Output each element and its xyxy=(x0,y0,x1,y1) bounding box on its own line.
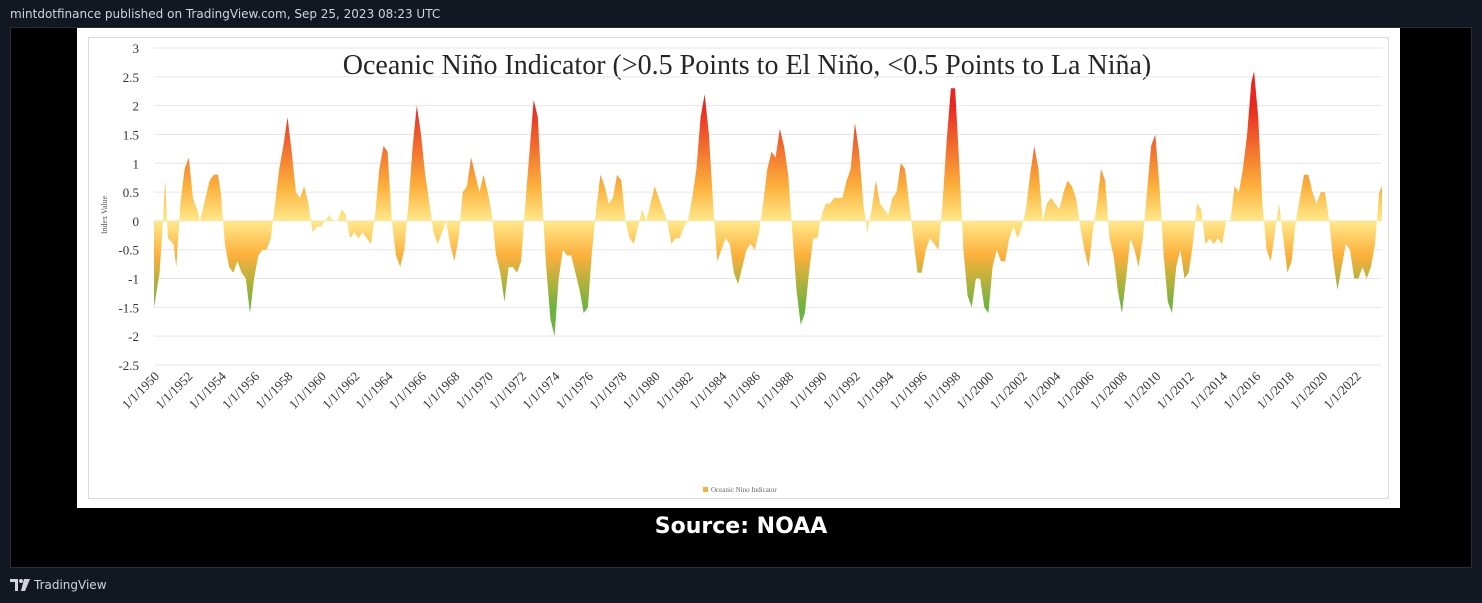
y-tick-label: 0 xyxy=(133,214,140,229)
y-tick-label: 1 xyxy=(133,156,140,171)
oni-chart: Oceanic Niño Indicator (>0.5 Points to E… xyxy=(100,41,1382,494)
series-area xyxy=(154,71,1382,337)
x-axis-ticks: 1/1/19501/1/19521/1/19541/1/19561/1/1958… xyxy=(119,368,1364,412)
legend: Oceanic Nino Indicator xyxy=(703,486,777,494)
y-tick-label: -2 xyxy=(128,329,139,344)
tradingview-brand: TradingView xyxy=(34,578,107,592)
y-tick-label: 2 xyxy=(133,99,140,114)
oni-area-series xyxy=(154,71,1382,337)
x-tick-label: 1/1/2022 xyxy=(1320,369,1363,412)
footer[interactable]: TradingView xyxy=(10,577,107,593)
legend-swatch xyxy=(703,487,708,492)
y-axis-ticks: 3 2.5 2 1.5 1 0.5 0 -0.5 -1 -1.5 -2 -2.5 xyxy=(118,41,139,373)
y-tick-label: 2.5 xyxy=(123,70,139,85)
y-tick-label: -2.5 xyxy=(118,358,139,373)
y-axis-label: Index Value xyxy=(100,195,109,234)
chart-title: Oceanic Niño Indicator (>0.5 Points to E… xyxy=(343,50,1151,81)
publish-text: mintdotfinance published on TradingView.… xyxy=(10,7,441,21)
legend-label: Oceanic Nino Indicator xyxy=(711,486,777,494)
y-tick-label: -1 xyxy=(128,272,139,287)
tradingview-logo-icon xyxy=(10,579,30,591)
y-tick-label: -0.5 xyxy=(118,243,139,258)
y-tick-label: 1.5 xyxy=(123,127,139,142)
y-tick-label: 3 xyxy=(133,41,140,56)
source-caption: Source: NOAA xyxy=(654,514,828,539)
publish-bar: mintdotfinance published on TradingView.… xyxy=(0,0,1482,27)
chart-image: Oceanic Niño Indicator (>0.5 Points to E… xyxy=(77,28,1400,508)
chart-plot-border xyxy=(88,37,1389,499)
y-tick-label: -1.5 xyxy=(118,300,139,315)
y-tick-label: 0.5 xyxy=(123,185,139,200)
